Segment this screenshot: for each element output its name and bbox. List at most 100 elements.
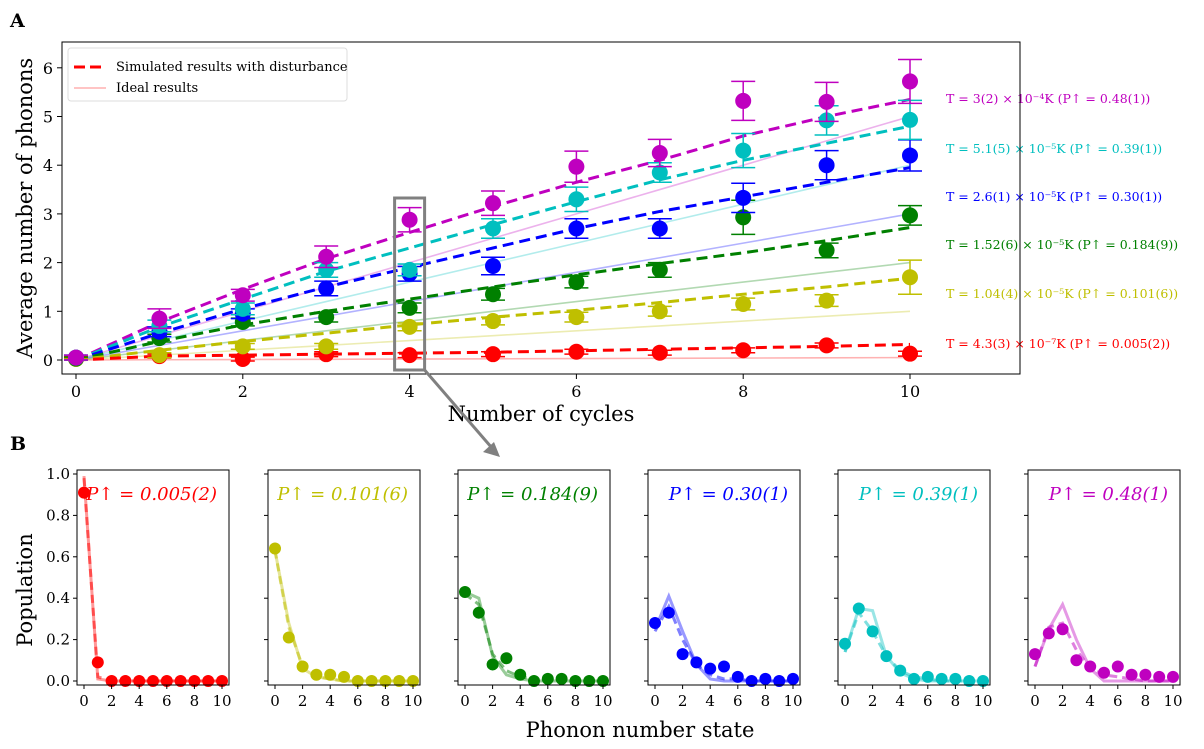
x-tick-label: 4 <box>1085 692 1095 710</box>
data-point <box>160 675 173 687</box>
data-point <box>569 675 582 687</box>
subplot-title: P↑ = 0.48(1) <box>1048 484 1168 505</box>
y-tick-label: 0.4 <box>46 589 70 607</box>
data-point <box>583 675 596 687</box>
simulated-line <box>273 550 413 683</box>
subplot-title: P↑ = 0.39(1) <box>858 484 978 505</box>
x-tick-label: 8 <box>761 692 771 710</box>
data-point <box>1153 670 1166 683</box>
data-point-0 <box>151 310 168 327</box>
data-point-0 <box>818 93 835 110</box>
data-point <box>662 606 675 619</box>
data-point-0 <box>902 73 918 90</box>
data-point-0 <box>318 248 335 265</box>
zoom-arrow <box>423 369 494 449</box>
x-tick-label: 6 <box>1113 692 1123 710</box>
data-point <box>133 675 146 687</box>
data-point-0 <box>485 195 501 212</box>
x-axis-label-b: Phonon number state <box>526 718 755 742</box>
x-tick-label: 10 <box>212 692 231 710</box>
x-tick-label: 10 <box>403 692 422 710</box>
x-tick-label: 0 <box>270 692 280 710</box>
x-tick-label: 8 <box>951 692 961 710</box>
data-point <box>731 670 744 683</box>
data-point-5 <box>568 343 585 360</box>
panel-label-b: B <box>10 433 26 455</box>
x-tick-label: 4 <box>325 692 335 710</box>
data-point <box>894 664 907 677</box>
subplot-title: P↑ = 0.30(1) <box>668 484 788 505</box>
data-point <box>1098 666 1110 679</box>
x-tick-label: 10 <box>900 382 920 401</box>
y-tick-label: 0.0 <box>46 672 70 690</box>
axes-frame <box>1027 469 1181 686</box>
data-point <box>718 660 730 673</box>
ideal-line <box>464 590 603 683</box>
data-point <box>759 672 772 685</box>
data-point-2 <box>735 189 752 206</box>
data-point-1 <box>318 261 335 278</box>
data-point-4 <box>151 347 168 364</box>
y-tick-label: 4 <box>43 156 53 175</box>
data-point-4 <box>318 338 335 355</box>
data-point-0 <box>234 287 251 304</box>
data-point <box>541 672 554 685</box>
legend-entry-ideal: Ideal results <box>116 81 198 96</box>
data-point <box>787 672 799 685</box>
data-point-4 <box>568 309 585 326</box>
x-tick-label: 6 <box>571 382 581 401</box>
x-tick-label: 8 <box>571 692 581 710</box>
highlight-box <box>393 196 427 372</box>
data-point-3 <box>818 242 835 259</box>
subplot-title: P↑ = 0.101(6) <box>276 484 408 505</box>
x-tick-label: 8 <box>190 692 200 710</box>
data-point-4 <box>651 303 668 320</box>
x-tick-label: 8 <box>1141 692 1151 710</box>
data-point <box>365 675 378 687</box>
y-axis-label-b: Population <box>13 533 37 646</box>
y-tick-label: 6 <box>43 59 53 78</box>
data-point <box>1084 660 1097 673</box>
data-point <box>977 675 989 687</box>
x-tick-label: 2 <box>868 692 878 710</box>
panel-a-chart: T = 3(2) × 10⁻⁴K (P↑ = 0.48(1)) T = 5.1(5… <box>13 41 1178 457</box>
y-tick-label: 3 <box>43 205 53 224</box>
x-tick-label: 10 <box>973 692 992 710</box>
data-point-3 <box>735 209 752 226</box>
data-point-4 <box>234 338 251 355</box>
data-point-0 <box>651 145 668 162</box>
data-point-5 <box>818 337 835 354</box>
simulated-line <box>843 609 983 683</box>
x-tick-label: 8 <box>738 382 748 401</box>
x-tick-label: 2 <box>107 692 117 710</box>
data-point-5 <box>651 344 668 361</box>
subplot-4: P↑ = 0.39(1) 0 2 4 6 8 10 <box>834 469 993 710</box>
data-point-0 <box>68 349 84 366</box>
data-point-2 <box>818 157 835 174</box>
subplot-title: P↑ = 0.184(9) <box>466 484 598 505</box>
axes-frame <box>647 469 801 686</box>
series-label-3: T = 1.52(6) × 10⁻⁵K (P↑ = 0.184(9)) <box>946 237 1178 252</box>
data-point <box>880 650 893 663</box>
data-point <box>852 602 865 615</box>
data-point-4 <box>902 269 918 286</box>
simulated-line-4 <box>75 276 911 362</box>
data-point <box>1070 654 1083 667</box>
data-point-4 <box>735 295 752 312</box>
simulated-line <box>464 592 603 683</box>
y-tick-label: 0 <box>43 351 53 370</box>
data-point-0 <box>735 92 752 109</box>
data-point <box>1029 648 1041 661</box>
subplot-title: P↑ = 0.005(2) <box>85 484 217 505</box>
data-point <box>1111 660 1124 673</box>
data-point-4 <box>401 318 418 335</box>
series-label-4: T = 1.04(4) × 10⁻⁵K (P↑ = 0.101(6)) <box>946 286 1178 301</box>
series-label-0: T = 3(2) × 10⁻⁴K (P↑ = 0.48(1)) <box>946 91 1150 106</box>
data-point-1 <box>485 220 501 237</box>
x-tick-label: 0 <box>79 692 89 710</box>
legend-entry-simulated: Simulated results with disturbance <box>116 60 348 75</box>
y-tick-label: 1.0 <box>46 465 70 483</box>
subplot-1: P↑ = 0.101(6) 0 2 4 6 8 10 <box>264 469 423 710</box>
data-point <box>78 486 90 499</box>
